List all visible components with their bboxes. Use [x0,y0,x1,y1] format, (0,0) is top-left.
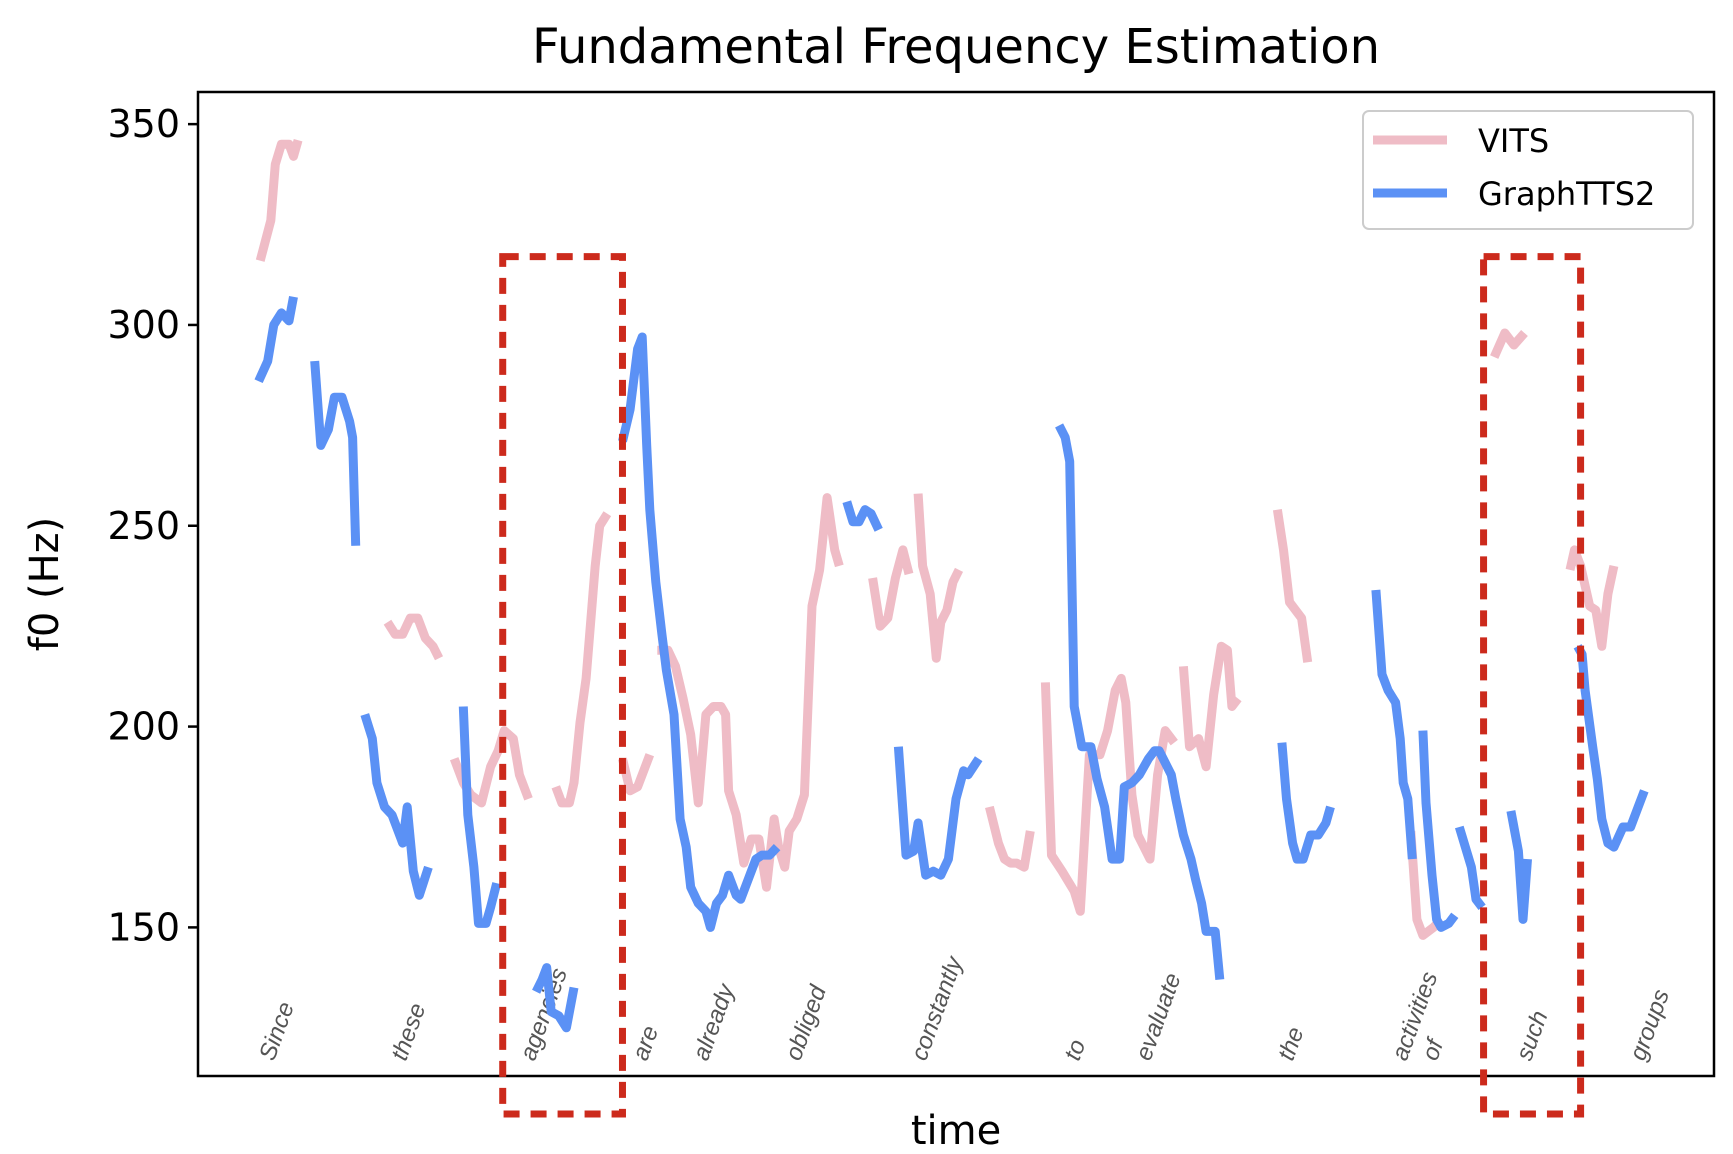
y-tick-label: 150 [107,905,180,949]
series-line-graphtts2 [1454,825,1486,911]
highlight-box [499,253,626,1118]
series-line-vits [1040,673,1178,916]
y-tick-label: 300 [107,303,180,347]
series-line-graphtts2 [254,295,298,384]
highlight-boxes [499,253,1585,1118]
series-line-graphtts2 [1055,423,1225,981]
legend: VITS GraphTTS2 [1362,110,1694,230]
word-label: are [627,1022,664,1064]
series-line-vits [913,493,964,663]
series-line-graphtts2 [1418,730,1459,932]
word-label: constantly [906,951,969,1064]
plot-frame [196,90,1716,1078]
word-label: of [1417,1034,1450,1064]
series-line-graphtts2 [458,706,502,928]
series-line-graphtts2 [893,746,983,880]
series-line-vits [1178,641,1242,772]
series-line-graphtts2 [1277,742,1335,864]
word-labels: Since these agencies are already obliged const… [254,951,1675,1064]
word-label: such [1511,1007,1554,1064]
word-label: groups [1625,986,1675,1064]
word-label: already [688,979,741,1064]
word-label: the [1273,1023,1310,1064]
y-axis-ticks: 150 200 250 300 350 [107,102,198,949]
series-line-graphtts2 [360,713,433,900]
series-line-vits [657,493,844,892]
word-label: these [386,1000,431,1064]
y-axis-label: f0 (Hz) [22,517,68,652]
series-line-vits [1565,545,1619,651]
series-line-vits [255,138,303,262]
series-lines [254,138,1649,1033]
series-line-graphtts2 [1371,589,1417,860]
series-line-vits [868,545,914,631]
series-line-vits [1272,509,1313,663]
y-tick-label: 350 [107,102,180,146]
legend-label-graphtts2: GraphTTS2 [1478,175,1655,213]
legend-label-vits: VITS [1478,122,1549,160]
word-label: Since [254,998,300,1064]
series-line-graphtts2 [842,500,883,532]
word-label: to [1059,1036,1091,1064]
word-label: obliged [780,981,832,1064]
highlight-box [1480,253,1585,1118]
series-line-vits [1490,328,1528,359]
series-line-vits [383,613,444,661]
chart-title: Fundamental Frequency Estimation [532,19,1380,75]
y-tick-label: 250 [107,504,180,548]
word-label: evaluate [1130,970,1186,1065]
series-line-graphtts2 [618,332,781,932]
y-tick-label: 200 [107,705,180,749]
series-line-vits [551,511,612,808]
series-line-graphtts2 [532,963,579,1033]
series-line-graphtts2 [310,360,361,546]
x-axis-label: time [911,1108,1001,1154]
series-line-graphtts2 [1506,810,1532,924]
series-line-vits [985,805,1035,872]
series-line-graphtts2 [1573,644,1649,852]
series-line-vits [618,753,655,796]
